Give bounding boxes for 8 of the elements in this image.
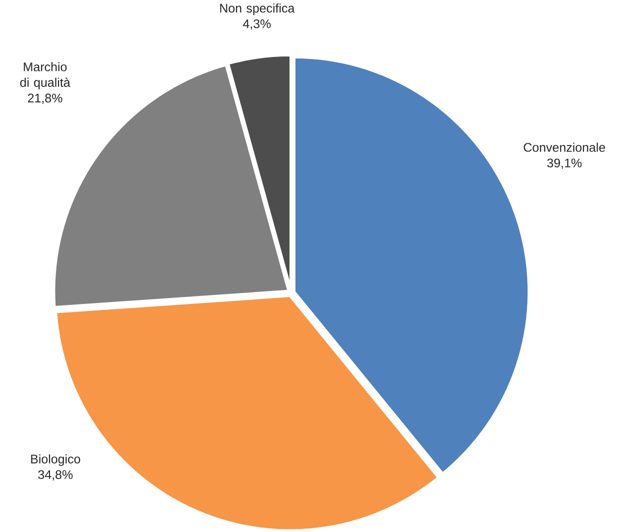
slice-label: Biologico	[31, 454, 80, 466]
data-label: 34,8%	[38, 470, 73, 481]
slice-label: Convenzionale	[524, 142, 606, 152]
slice-label: Non specifica	[220, 4, 295, 16]
slice-label: Marchio di qualità	[20, 62, 70, 90]
data-label: 4,3%	[243, 19, 271, 30]
data-label: 39,1%	[547, 158, 582, 169]
data-label: 21,8%	[28, 94, 62, 104]
